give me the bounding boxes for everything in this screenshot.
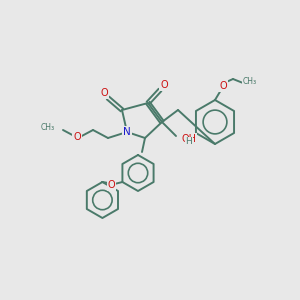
Text: O: O — [100, 88, 108, 98]
Text: O: O — [160, 80, 168, 90]
Text: CH₃: CH₃ — [41, 124, 55, 133]
Text: N: N — [123, 127, 131, 137]
Text: OH: OH — [181, 134, 196, 144]
Text: O: O — [219, 81, 227, 91]
Text: O: O — [108, 180, 115, 190]
Text: CH₃: CH₃ — [243, 77, 257, 86]
Text: H: H — [186, 137, 192, 146]
Text: O: O — [73, 132, 81, 142]
